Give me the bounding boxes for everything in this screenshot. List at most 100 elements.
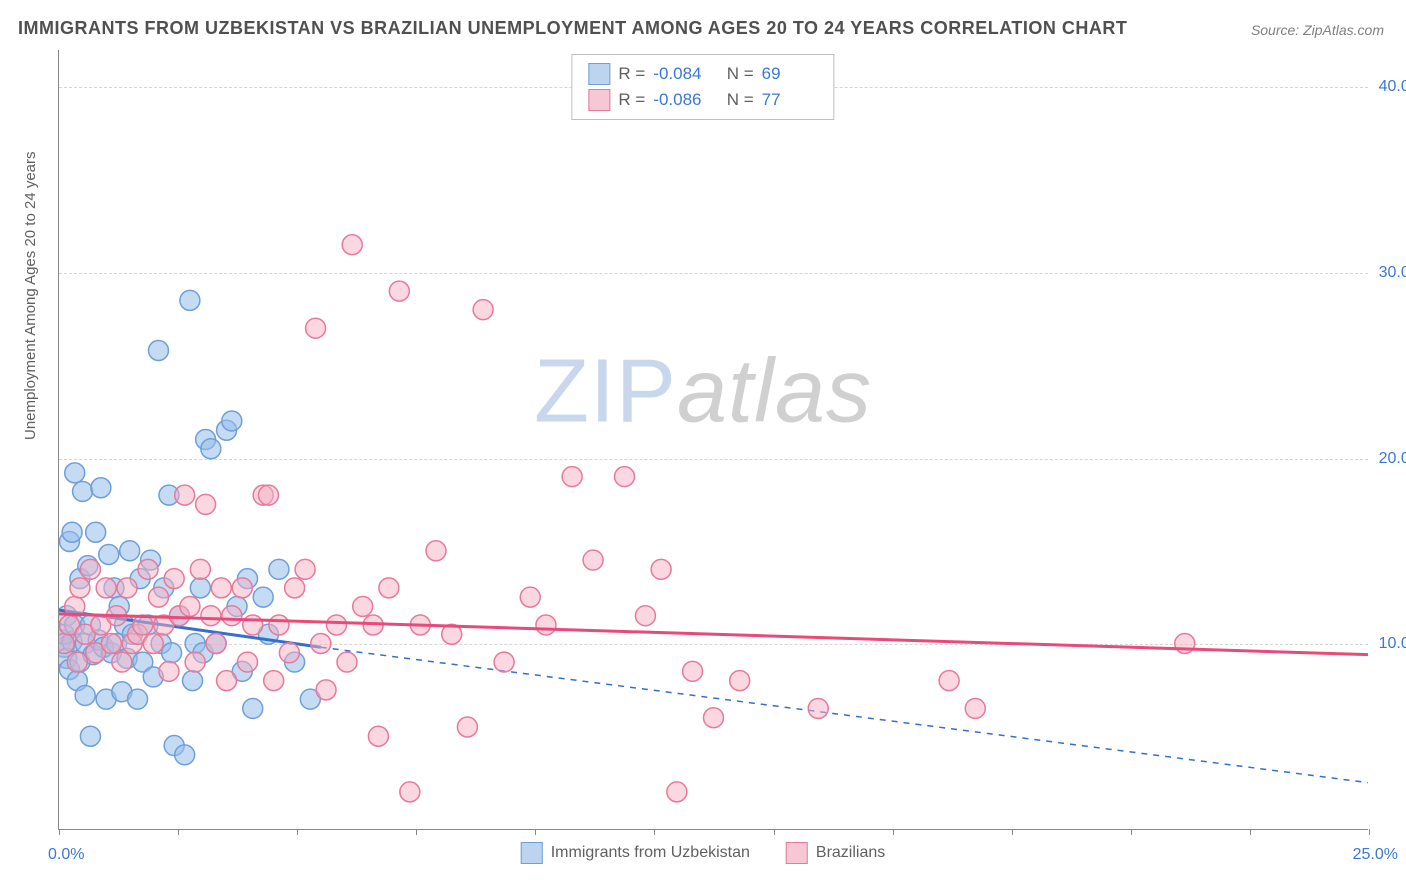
data-point <box>704 708 724 728</box>
data-point <box>196 494 216 514</box>
x-axis-min-label: 0.0% <box>48 846 84 864</box>
series-legend-item: Brazilians <box>786 842 885 864</box>
data-point <box>353 596 373 616</box>
data-point <box>457 717 477 737</box>
data-point <box>222 411 242 431</box>
data-point <box>562 467 582 487</box>
data-point <box>494 652 514 672</box>
data-point <box>400 782 420 802</box>
legend-row: R = -0.084 N = 69 <box>588 61 817 87</box>
data-point <box>211 578 231 598</box>
data-point <box>635 606 655 626</box>
data-point <box>96 578 116 598</box>
data-point <box>175 745 195 765</box>
y-tick-label: 10.0% <box>1379 635 1406 653</box>
data-point <box>65 463 85 483</box>
data-point <box>342 235 362 255</box>
data-point <box>80 559 100 579</box>
data-point <box>520 587 540 607</box>
plot-area: 10.0%20.0%30.0%40.0% <box>58 50 1368 830</box>
data-point <box>264 671 284 691</box>
data-point <box>67 652 87 672</box>
data-point <box>148 587 168 607</box>
data-point <box>70 578 90 598</box>
legend-r-value: -0.084 <box>653 64 709 84</box>
data-point <box>536 615 556 635</box>
x-tick <box>416 829 417 835</box>
legend-swatch <box>588 89 610 111</box>
data-point <box>667 782 687 802</box>
x-tick <box>1131 829 1132 835</box>
scatter-svg <box>59 50 1368 829</box>
data-point <box>86 522 106 542</box>
legend-n-label: N = <box>717 64 753 84</box>
data-point <box>939 671 959 691</box>
trend-line-dashed <box>321 647 1368 782</box>
data-point <box>232 578 252 598</box>
data-point <box>306 318 326 338</box>
data-point <box>730 671 750 691</box>
data-point <box>101 634 121 654</box>
data-point <box>327 615 347 635</box>
y-tick-label: 30.0% <box>1379 264 1406 282</box>
data-point <box>201 439 221 459</box>
data-point <box>73 481 93 501</box>
data-point <box>426 541 446 561</box>
data-point <box>808 698 828 718</box>
data-point <box>614 467 634 487</box>
data-point <box>175 485 195 505</box>
data-point <box>238 652 258 672</box>
data-point <box>206 634 226 654</box>
x-tick <box>1012 829 1013 835</box>
data-point <box>164 569 184 589</box>
data-point <box>583 550 603 570</box>
data-point <box>389 281 409 301</box>
data-point <box>311 634 331 654</box>
data-point <box>120 541 140 561</box>
source-attribution: Source: ZipAtlas.com <box>1251 22 1384 38</box>
data-point <box>965 698 985 718</box>
legend-n-value: 77 <box>762 90 818 110</box>
x-tick <box>178 829 179 835</box>
legend-row: R = -0.086 N = 77 <box>588 87 817 113</box>
data-point <box>473 300 493 320</box>
data-point <box>683 661 703 681</box>
legend-r-value: -0.086 <box>653 90 709 110</box>
data-point <box>117 578 137 598</box>
series-legend-item: Immigrants from Uzbekistan <box>521 842 750 864</box>
data-point <box>269 615 289 635</box>
data-point <box>243 698 263 718</box>
data-point <box>138 559 158 579</box>
data-point <box>651 559 671 579</box>
data-point <box>75 685 95 705</box>
data-point <box>337 652 357 672</box>
data-point <box>99 545 119 565</box>
x-tick <box>535 829 536 835</box>
x-tick <box>1369 829 1370 835</box>
data-point <box>253 587 273 607</box>
data-point <box>143 634 163 654</box>
legend-swatch <box>588 63 610 85</box>
y-tick-label: 40.0% <box>1379 78 1406 96</box>
legend-swatch <box>786 842 808 864</box>
series-name: Brazilians <box>816 844 885 862</box>
series-legend: Immigrants from Uzbekistan Brazilians <box>521 842 886 864</box>
data-point <box>128 689 148 709</box>
data-point <box>222 606 242 626</box>
data-point <box>368 726 388 746</box>
series-name: Immigrants from Uzbekistan <box>551 844 750 862</box>
data-point <box>91 478 111 498</box>
data-point <box>201 606 221 626</box>
x-tick <box>59 829 60 835</box>
data-point <box>190 559 210 579</box>
legend-n-value: 69 <box>762 64 818 84</box>
data-point <box>269 559 289 579</box>
data-point <box>285 578 305 598</box>
legend-r-label: R = <box>618 64 645 84</box>
data-point <box>159 661 179 681</box>
x-tick <box>654 829 655 835</box>
data-point <box>185 652 205 672</box>
data-point <box>190 578 210 598</box>
chart-title: IMMIGRANTS FROM UZBEKISTAN VS BRAZILIAN … <box>18 18 1127 39</box>
x-tick <box>774 829 775 835</box>
